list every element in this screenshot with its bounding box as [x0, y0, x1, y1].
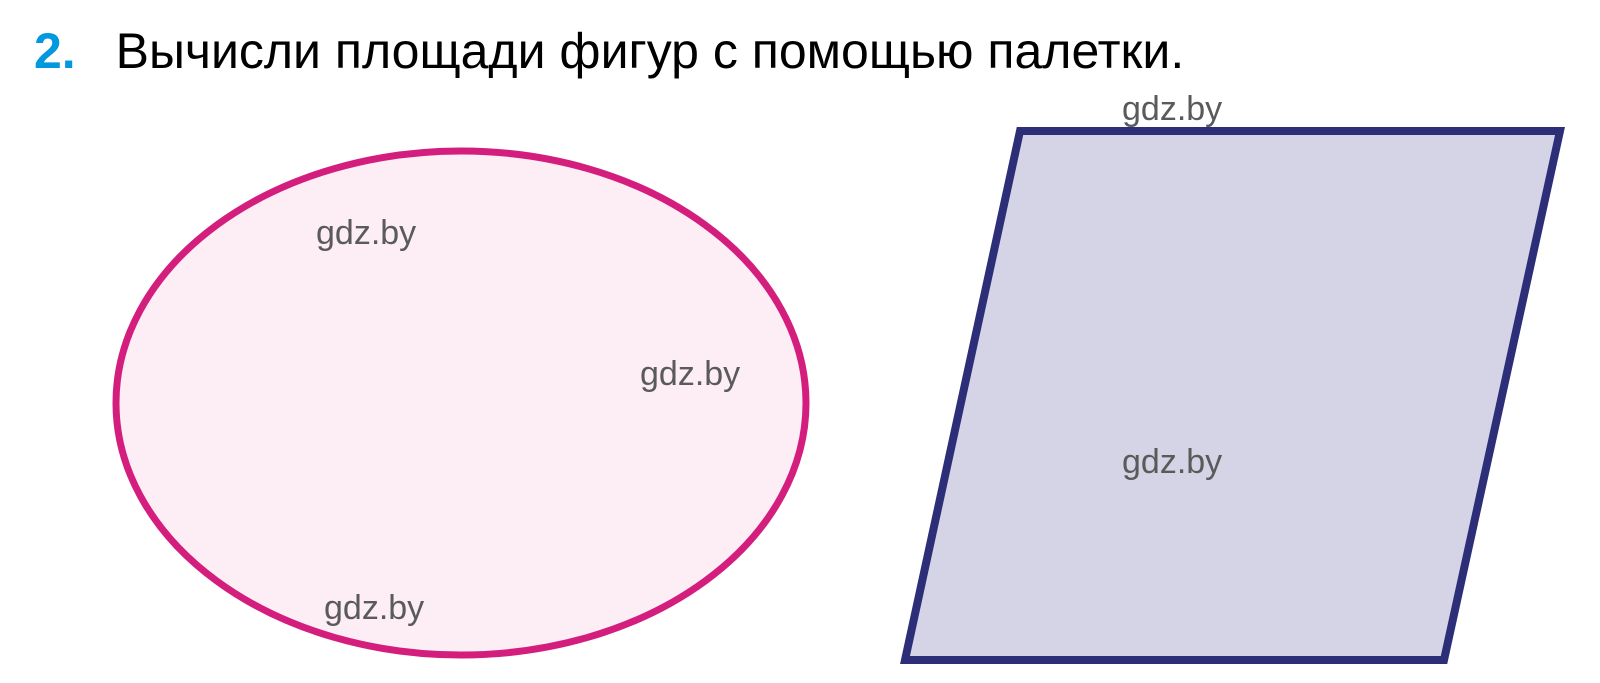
figures-canvas	[0, 0, 1600, 683]
watermark-2: gdz.by	[324, 589, 424, 628]
watermark-3: gdz.by	[1122, 90, 1222, 129]
ellipse-shape	[116, 151, 806, 655]
watermark-1: gdz.by	[640, 355, 740, 394]
watermark-0: gdz.by	[316, 214, 416, 253]
watermark-4: gdz.by	[1122, 443, 1222, 482]
parallelogram-shape	[905, 131, 1560, 660]
